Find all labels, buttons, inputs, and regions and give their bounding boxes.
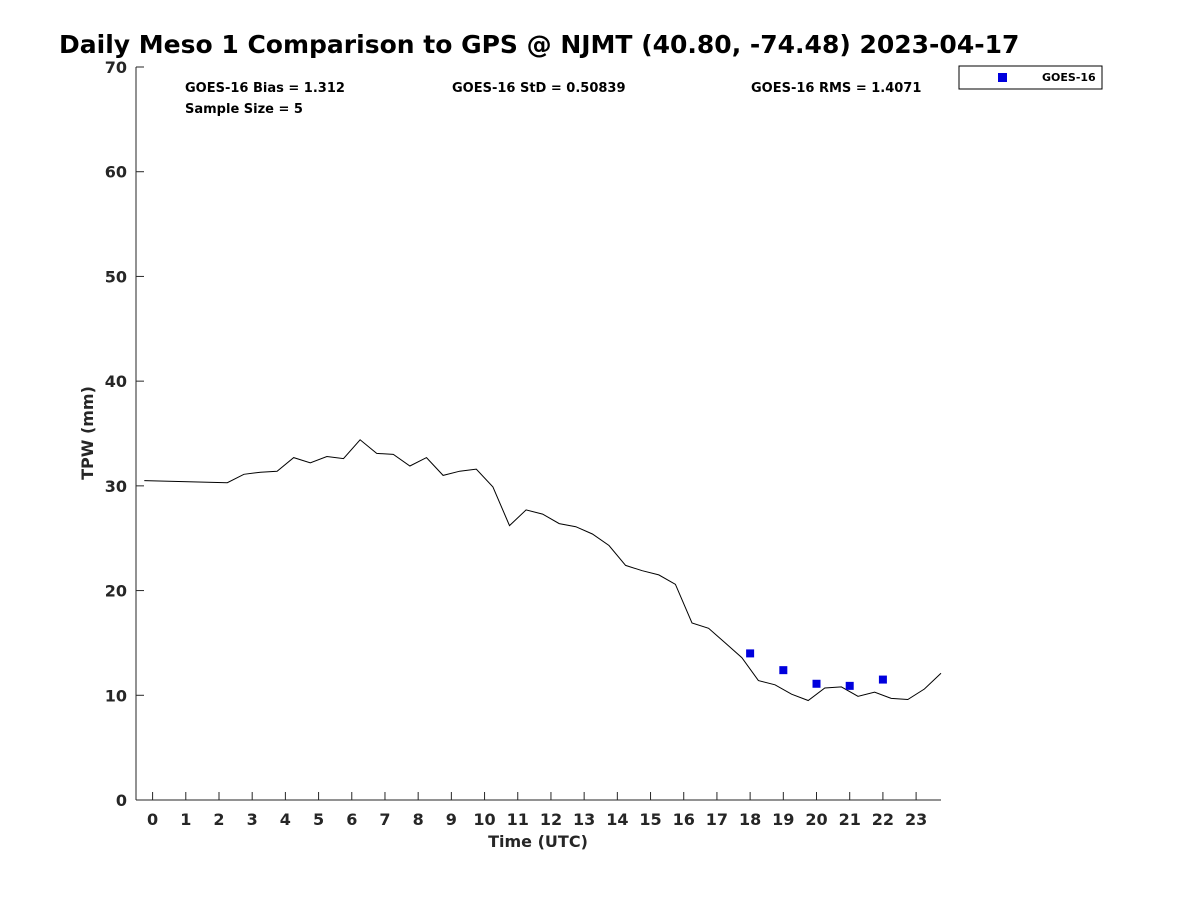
y-axis-label: TPW (mm): [78, 386, 97, 480]
gps-line-series: [144, 439, 942, 702]
stat-sample-size: Sample Size = 5: [185, 102, 303, 117]
legend-marker-goes16: [998, 73, 1007, 82]
x-tick-label: 10: [473, 810, 495, 829]
stat-std: GOES-16 StD = 0.50839: [452, 81, 626, 96]
y-tick-label: 10: [105, 686, 127, 705]
x-tick-label: 19: [772, 810, 794, 829]
y-tick-label: 20: [105, 582, 127, 601]
y-tick-label: 60: [105, 163, 127, 182]
chart-title: Daily Meso 1 Comparison to GPS @ NJMT (4…: [59, 30, 1020, 59]
x-tick-label: 11: [507, 810, 529, 829]
y-tick-label: 50: [105, 267, 127, 286]
x-tick-label: 3: [247, 810, 258, 829]
goes16-point: [779, 666, 788, 675]
goes16-point: [812, 679, 821, 688]
y-tick-label: 70: [105, 58, 127, 77]
y-tick-label: 40: [105, 372, 127, 391]
x-tick-label: 13: [573, 810, 595, 829]
y-tick-label: 0: [116, 791, 127, 810]
x-tick-label: 8: [413, 810, 424, 829]
legend-label-goes16: GOES-16: [1042, 71, 1096, 84]
x-tick-label: 14: [606, 810, 628, 829]
stat-rms: GOES-16 RMS = 1.4071: [751, 81, 921, 96]
x-tick-label: 23: [905, 810, 927, 829]
goes16-scatter-series: [746, 649, 887, 690]
x-tick-label: 20: [805, 810, 827, 829]
y-tick-label: 30: [105, 477, 127, 496]
x-tick-label: 1: [180, 810, 191, 829]
x-tick-label: 7: [379, 810, 390, 829]
x-tick-label: 4: [280, 810, 291, 829]
goes16-point: [878, 675, 887, 684]
x-tick-label: 17: [706, 810, 728, 829]
goes16-point: [845, 681, 854, 690]
goes16-point: [746, 649, 755, 658]
x-axis-label: Time (UTC): [488, 832, 588, 851]
legend-box: [958, 65, 1103, 90]
x-tick-label: 18: [739, 810, 761, 829]
x-tick-label: 12: [540, 810, 562, 829]
x-tick-label: 15: [639, 810, 661, 829]
x-tick-label: 21: [839, 810, 861, 829]
x-tick-label: 16: [673, 810, 695, 829]
x-tick-label: 5: [313, 810, 324, 829]
stat-bias: GOES-16 Bias = 1.312: [185, 81, 345, 96]
x-tick-label: 6: [346, 810, 357, 829]
x-tick-label: 0: [147, 810, 158, 829]
gps-tpw-line: [144, 439, 942, 702]
x-tick-label: 2: [213, 810, 224, 829]
axes: [135, 67, 941, 801]
legend: GOES-16: [958, 65, 1103, 90]
x-tick-label: 9: [446, 810, 457, 829]
x-tick-label: 22: [872, 810, 894, 829]
